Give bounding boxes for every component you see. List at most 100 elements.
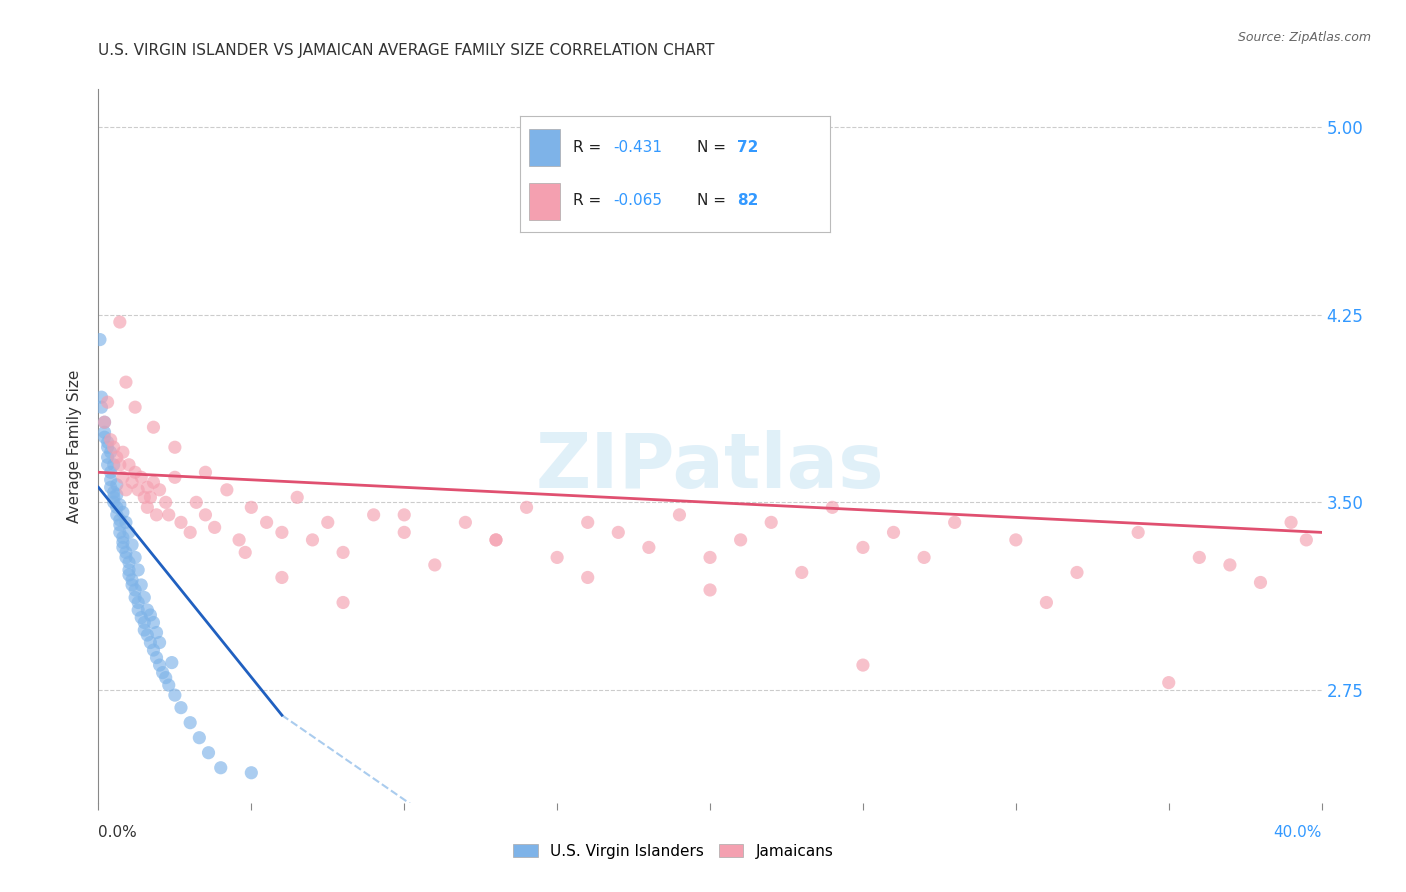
Point — [209, 761, 232, 775]
Point — [124, 550, 146, 565]
Point — [163, 440, 186, 454]
Point — [163, 470, 186, 484]
Point — [105, 508, 128, 522]
Point — [97, 440, 120, 454]
Point — [105, 450, 128, 465]
Point — [118, 525, 141, 540]
Point — [103, 440, 125, 454]
Point — [1249, 575, 1271, 590]
Point — [93, 430, 115, 444]
Point — [157, 678, 180, 692]
Point — [485, 533, 508, 547]
Text: 0.0%: 0.0% — [98, 825, 138, 840]
Text: R =: R = — [572, 193, 606, 208]
Point — [270, 570, 292, 584]
Point — [136, 603, 159, 617]
Point — [93, 425, 115, 440]
Point — [240, 500, 263, 515]
Point — [124, 465, 146, 479]
Point — [129, 610, 152, 624]
Point — [115, 483, 138, 497]
Point — [111, 505, 134, 519]
Point — [139, 607, 162, 622]
Point — [103, 458, 125, 472]
Point — [97, 458, 120, 472]
Text: 40.0%: 40.0% — [1274, 825, 1322, 840]
Point — [170, 516, 193, 530]
Point — [1004, 533, 1026, 547]
Bar — [530, 128, 561, 166]
Point — [637, 541, 661, 555]
Point — [100, 465, 122, 479]
Point — [301, 533, 323, 547]
Point — [145, 650, 167, 665]
Point — [285, 491, 308, 505]
Point — [142, 615, 165, 630]
Point — [485, 533, 508, 547]
Point — [197, 746, 219, 760]
Point — [852, 658, 875, 673]
Point — [1128, 525, 1150, 540]
Point — [108, 517, 131, 532]
Point — [228, 533, 250, 547]
Point — [1279, 516, 1302, 530]
Point — [121, 573, 143, 587]
Point — [194, 508, 217, 522]
Point — [546, 550, 568, 565]
Point — [124, 400, 146, 414]
Point — [108, 458, 131, 472]
Point — [134, 491, 156, 505]
Point — [108, 498, 131, 512]
Point — [1188, 550, 1211, 565]
Point — [108, 525, 131, 540]
Point — [730, 533, 752, 547]
Point — [134, 615, 156, 630]
Point — [155, 495, 177, 509]
Point — [204, 520, 226, 534]
Point — [943, 516, 966, 530]
Point — [129, 578, 152, 592]
Point — [160, 656, 183, 670]
Point — [115, 516, 138, 530]
Point — [111, 470, 134, 484]
Point — [699, 582, 721, 597]
Point — [332, 595, 354, 609]
Point — [233, 545, 256, 559]
Text: R =: R = — [572, 140, 606, 155]
Text: N =: N = — [696, 140, 730, 155]
Point — [136, 628, 159, 642]
Point — [108, 315, 131, 329]
Point — [759, 516, 782, 530]
Point — [105, 478, 128, 492]
Point — [912, 550, 935, 565]
Point — [111, 530, 134, 544]
Point — [332, 545, 354, 559]
Point — [142, 420, 165, 434]
Point — [576, 516, 599, 530]
Point — [270, 525, 292, 540]
Point — [607, 525, 630, 540]
Point — [134, 623, 156, 637]
Point — [316, 516, 339, 530]
Point — [118, 568, 141, 582]
Text: U.S. VIRGIN ISLANDER VS JAMAICAN AVERAGE FAMILY SIZE CORRELATION CHART: U.S. VIRGIN ISLANDER VS JAMAICAN AVERAGE… — [98, 43, 714, 58]
Point — [108, 513, 131, 527]
Point — [392, 508, 416, 522]
Point — [97, 435, 120, 450]
Point — [145, 625, 167, 640]
Point — [127, 483, 149, 497]
Point — [105, 488, 128, 502]
Point — [127, 595, 149, 609]
Point — [111, 445, 134, 459]
Point — [157, 508, 180, 522]
Text: -0.431: -0.431 — [613, 140, 662, 155]
Point — [883, 525, 905, 540]
Point — [139, 635, 162, 649]
Y-axis label: Average Family Size: Average Family Size — [67, 369, 83, 523]
Point — [1066, 566, 1088, 580]
Point — [90, 390, 112, 404]
Point — [145, 508, 167, 522]
Legend: U.S. Virgin Islanders, Jamaicans: U.S. Virgin Islanders, Jamaicans — [506, 836, 841, 866]
Point — [240, 765, 263, 780]
Point — [115, 375, 138, 389]
